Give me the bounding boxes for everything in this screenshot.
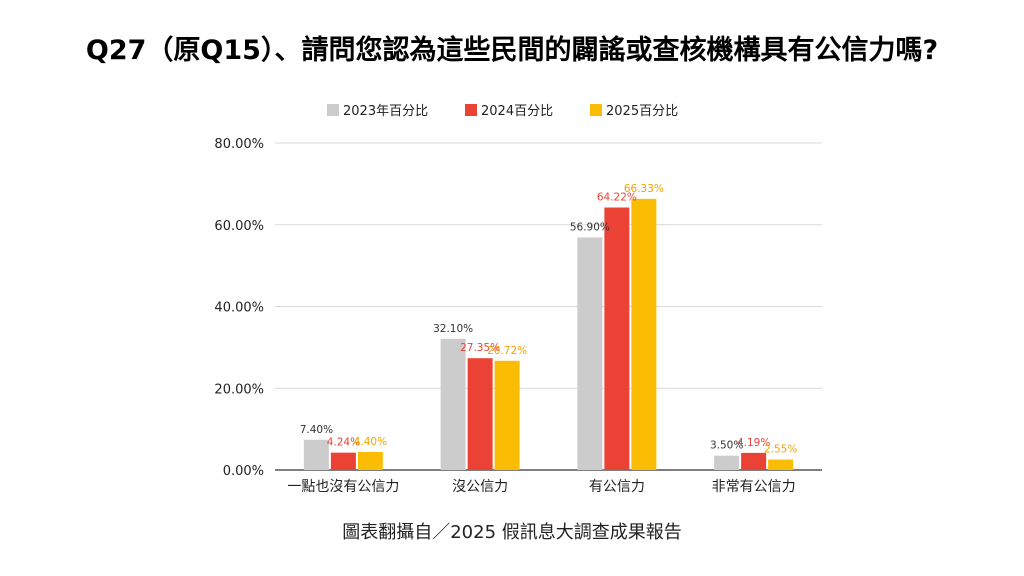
- data-label: 27.35%: [460, 342, 500, 354]
- data-labels: 7.40%4.24%4.40% 32.10% 27.35%26.72% 56.90% 6…: [300, 183, 798, 456]
- data-label: 26.72%: [487, 345, 527, 357]
- data-label: 7.40%: [300, 424, 333, 436]
- data-label: 4.19%: [737, 437, 770, 449]
- x-tick-label: 一點也沒有公信力: [287, 478, 399, 495]
- data-label: 3.50%: [710, 440, 743, 452]
- x-axis-ticks: 一點也沒有公信力 沒公信力 有公信力 非常有公信力: [287, 478, 795, 495]
- y-tick-label: 40.00%: [214, 301, 264, 316]
- y-tick-label: 20.00%: [214, 382, 264, 397]
- y-tick-label: 0.00%: [223, 464, 264, 479]
- bar: [577, 237, 603, 470]
- legend: 2023年百分比 2024百分比 2025百分比: [327, 104, 678, 119]
- bar: [467, 358, 493, 470]
- bar: [631, 198, 657, 470]
- bar: [303, 439, 329, 470]
- data-label: 56.90%: [570, 221, 610, 233]
- chart-title: Q27（原Q15）、請問您認為這些民間的闢謠或查核機構具有公信力嗎?: [85, 35, 939, 66]
- legend-swatch: [465, 104, 477, 116]
- bar: [604, 207, 630, 471]
- bar: [357, 452, 383, 470]
- data-label: 2.55%: [764, 444, 797, 456]
- legend-label: 2023年百分比: [343, 104, 428, 119]
- data-label: 64.22%: [597, 192, 637, 204]
- bars: [303, 198, 794, 471]
- y-tick-label: 80.00%: [214, 137, 264, 152]
- legend-swatch: [590, 104, 602, 116]
- legend-label: 2024百分比: [481, 104, 553, 119]
- source-caption: 圖表翻攝自／2025 假訊息大調查成果報告: [342, 522, 682, 543]
- bar: [494, 360, 520, 470]
- bar: [714, 455, 740, 470]
- legend-swatch: [327, 104, 339, 116]
- bar: [440, 338, 466, 470]
- bar: [330, 452, 356, 470]
- bar: [768, 459, 794, 470]
- data-label: 4.40%: [354, 436, 387, 448]
- x-tick-label: 有公信力: [589, 479, 645, 495]
- x-tick-label: 非常有公信力: [712, 479, 796, 495]
- x-tick-label: 沒公信力: [452, 478, 508, 495]
- bar: [741, 452, 767, 470]
- legend-label: 2025百分比: [606, 104, 678, 119]
- gridlines: [275, 142, 822, 471]
- data-label: 4.24%: [327, 437, 360, 449]
- data-label: 66.33%: [624, 183, 664, 195]
- y-axis-ticks: 0.00% 20.00% 40.00% 60.00% 80.00%: [214, 137, 264, 479]
- data-label: 32.10%: [433, 323, 473, 335]
- y-tick-label: 60.00%: [214, 219, 264, 234]
